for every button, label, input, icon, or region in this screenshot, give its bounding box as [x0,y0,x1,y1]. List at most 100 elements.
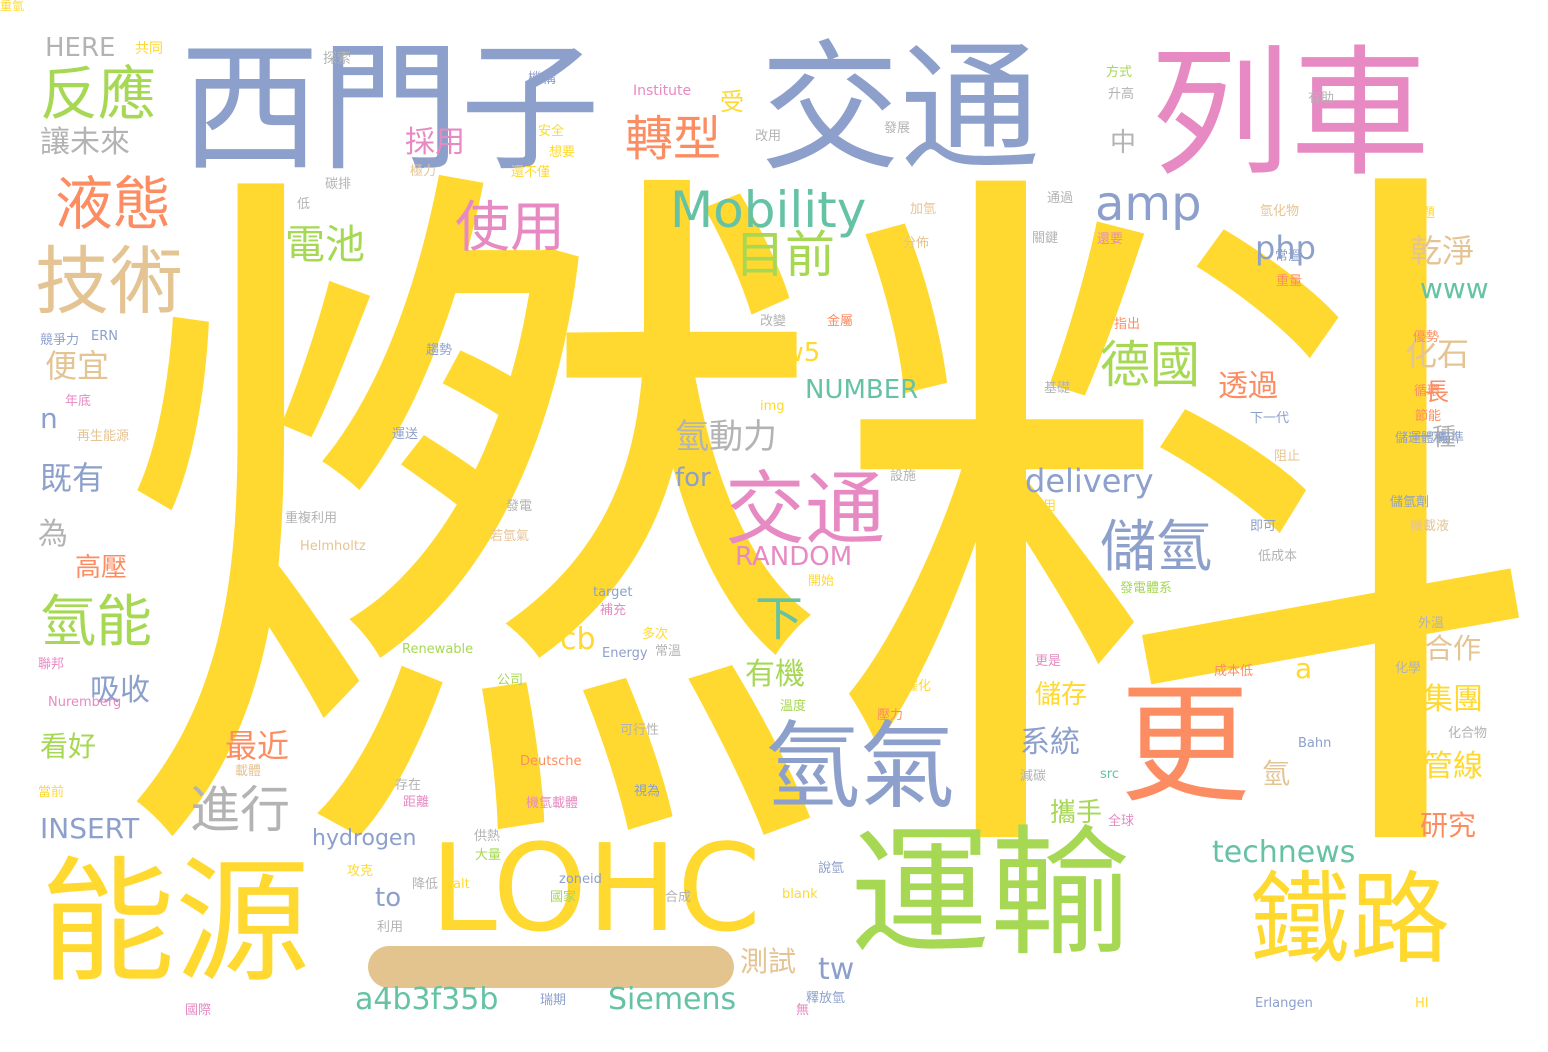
cloud-word: 釋放氫 [806,991,846,1006]
cloud-word: 設施 [890,469,917,484]
cloud-word: 交通 [725,463,885,556]
cloud-word: 趨勢 [426,343,453,358]
cloud-word: 安全 [538,124,565,139]
cloud-word: 發電 [506,499,533,514]
cloud-word: Mobility [670,181,867,239]
cloud-word: 受 [720,88,744,116]
cloud-word: NUMBER [805,375,919,405]
cloud-word: 多次 [642,627,669,642]
cloud-word: 重氫 [0,0,25,13]
cloud-word: 加氫 [910,202,937,217]
cloud-word: 降低 [412,877,439,892]
cloud-word: 乾淨 [1410,232,1475,270]
cloud-word: 能源 [40,844,310,1001]
cloud-word: 無 [796,1003,810,1018]
cloud-word: 催化 [905,679,932,694]
cloud-word: 不用 [1030,499,1057,514]
cloud-word: RANDOM [735,542,853,572]
cloud-word: 反應 [40,60,157,128]
cloud-word: Bahn [1298,736,1332,751]
cloud-word: 低成本 [1258,549,1298,564]
cloud-word: delivery [1025,462,1154,500]
cloud-word: 吸收 [90,673,150,708]
cloud-word: 運輸 [850,813,1131,976]
cloud-word: 中 [1110,128,1137,158]
cloud-word: technews [1212,835,1356,870]
cloud-word: alt [453,877,470,892]
cloud-word: 還不僅 [511,165,551,180]
cloud-word: 外溫 [1418,616,1445,631]
cloud-word: 若氫氣 [490,529,530,544]
cloud-word: HERE [45,33,116,63]
cloud-word: 分佈 [903,236,930,251]
cloud-word: 瞄準 [1438,431,1465,446]
cloud-word: 說氫 [818,861,845,876]
cloud-word: 全球 [1108,814,1135,829]
cloud-word: 存在 [395,778,422,793]
cloud-word: 金屬 [827,314,854,329]
cloud-word: 儲氫劑 [1390,495,1430,510]
cloud-word: 方式 [1106,65,1133,80]
cloud-word: 既有 [40,459,105,497]
cloud-word: 再生能源 [77,429,130,444]
cloud-word: 集團 [1423,682,1483,717]
cloud-word: ERN [91,329,118,344]
cloud-word: 補充 [600,603,627,618]
cloud-word: 更 [1120,669,1251,821]
cloud-word: target [593,585,633,600]
cloud-word: zoneid [559,872,602,887]
cloud-word: blank [782,887,818,902]
cloud-word: 便宜 [45,347,110,385]
dash-mark [368,946,734,988]
cloud-word: 國家 [550,890,577,905]
cloud-word: 交通 [760,28,1041,191]
cloud-word: 即可 [1250,519,1277,534]
cloud-word: 攜手 [1050,798,1103,828]
cloud-word: 聯邦 [38,657,65,672]
cloud-word: 最近 [225,727,290,765]
cloud-word: 基礎 [1044,381,1071,396]
cloud-word: Nuremberg [48,695,122,710]
cloud-word: 管線 [1423,749,1483,784]
cloud-word: 氫化物 [1260,204,1300,219]
cloud-word: 採用 [405,125,465,160]
cloud-word: Energy [602,646,648,661]
cloud-word: 想要 [549,145,576,160]
cloud-word: Deutsche [520,754,582,769]
cloud-word: 下一代 [1250,411,1290,426]
cloud-word: php [1255,229,1316,267]
cloud-word: 轉型 [625,111,722,167]
cloud-word: 德國 [1100,336,1200,394]
cloud-word: 發展 [884,121,911,136]
cloud-word: 瑞期 [540,993,567,1008]
cloud-word: hydrogen [312,826,417,851]
cloud-word: 低 [297,197,311,212]
cloud-word: src [1100,767,1119,782]
cloud-word: 研究 [1420,809,1477,842]
cloud-word: 目前 [735,226,835,284]
cloud-word: LOHC [430,820,762,959]
cloud-word: 循環 [1414,384,1441,399]
cloud-word: 機氫載體 [526,796,579,811]
cloud-word: 共同 [135,41,163,57]
cloud-word: 成本低 [1214,664,1254,679]
cloud-word: 氫氣 [765,712,956,822]
cloud-word: 氫 [1262,757,1291,790]
cloud-word: tw [818,952,855,987]
cloud-word: 改變 [760,314,787,329]
cloud-word: to [375,883,402,913]
cloud-word: 極力 [410,164,437,179]
cloud-word: 重量 [1276,274,1303,289]
cloud-word: 儲存 [1035,680,1088,710]
cloud-word: Siemens [608,982,737,1017]
cloud-word: href [642,343,668,358]
cloud-word: 更是 [1035,654,1062,669]
cloud-word: Helmholtz [300,539,366,554]
cloud-word: 還要 [1097,232,1124,247]
cloud-word: 視為 [634,784,661,799]
cloud-word: 常溫 [655,644,682,659]
cloud-word: 電池 [285,222,365,268]
cloud-word: 利用 [377,920,404,935]
cloud-word: 長 [1425,378,1449,406]
cloud-word: a [1295,652,1313,685]
